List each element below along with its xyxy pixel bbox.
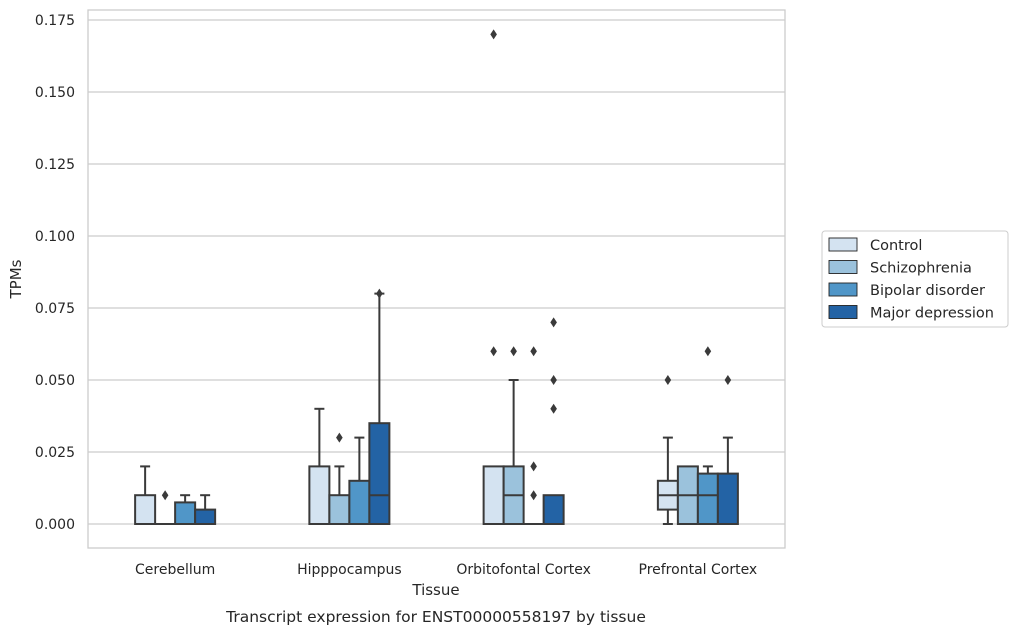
outlier-point (550, 403, 557, 414)
box-item (194, 494, 217, 526)
plot-frame (87, 9, 786, 549)
box-item (134, 465, 157, 526)
box-rect (368, 422, 391, 526)
box-rect (194, 508, 217, 526)
legend-label: Major depression (870, 306, 994, 322)
box-item (676, 465, 699, 525)
box-item (656, 375, 679, 525)
box-rect (308, 465, 331, 525)
x-axis-title: Tissue (411, 581, 459, 599)
box-group (656, 346, 739, 526)
box-item (368, 288, 391, 526)
x-tick-label: Hipppocampus (297, 562, 402, 578)
box-rect (696, 472, 719, 526)
box-group (134, 465, 217, 526)
box-rect (348, 479, 371, 525)
legend: Control Schizophrenia Bipolar disorder Majo… (821, 230, 1009, 328)
box-item (348, 436, 371, 525)
box-rect (328, 494, 351, 526)
box-rect (174, 501, 197, 525)
outlier-point (490, 346, 497, 357)
legend-item: Major depression (828, 305, 994, 322)
x-tick-label: Orbitofontal Cortex (456, 562, 591, 578)
box-group (482, 29, 565, 526)
outlier-point (530, 490, 537, 501)
x-tick-labels: Cerebellum Hipppocampus Orbitofontal Corte… (135, 562, 757, 578)
boxplot-groups (134, 29, 739, 526)
outlier-point (704, 346, 712, 357)
outlier-point (510, 346, 517, 357)
y-tick-label: 0.075 (35, 301, 75, 317)
outlier-point (336, 432, 343, 443)
legend-item: Control (828, 237, 922, 254)
legend-label: Schizophrenia (870, 261, 972, 277)
box-item (716, 375, 739, 526)
outlier-point (376, 288, 383, 299)
legend-swatch (828, 237, 858, 252)
box-rect (542, 494, 565, 526)
box-rect (482, 465, 505, 525)
y-tick-labels: 0.000 0.025 0.050 0.075 0.100 0.125 0.150 0.175 (35, 13, 75, 533)
y-tick-label: 0.025 (35, 445, 75, 461)
legend-swatch (828, 305, 858, 319)
chart-caption: Transcript expression for ENST0000055819… (225, 608, 646, 626)
box-item (482, 29, 505, 525)
outlier-point (530, 346, 537, 357)
y-axis-title: TPMs (7, 259, 25, 299)
x-tick-label: Prefrontal Cortex (639, 562, 758, 578)
outlier-point (724, 375, 732, 385)
legend-label: Bipolar disorder (870, 283, 985, 299)
legend-frame (821, 230, 1009, 328)
box-item (502, 346, 525, 525)
box-item (155, 490, 176, 525)
box-item (523, 346, 544, 525)
box-rect (716, 472, 739, 526)
outlier-point (550, 317, 557, 328)
outlier-point (490, 29, 497, 40)
legend-item: Schizophrenia (828, 260, 972, 277)
outlier-point (161, 490, 169, 501)
box-rect (134, 494, 157, 526)
legend-swatch (828, 282, 858, 297)
box-item (542, 317, 565, 526)
outlier-point (530, 461, 537, 472)
y-tick-label: 0.175 (35, 13, 75, 29)
y-tick-label: 0.000 (35, 517, 75, 533)
y-tick-label: 0.125 (35, 157, 75, 173)
box-group (308, 288, 391, 526)
y-tick-label: 0.100 (35, 229, 75, 245)
x-tick-label: Cerebellum (135, 562, 215, 578)
y-tick-label: 0.150 (35, 85, 75, 101)
legend-swatch (828, 260, 858, 274)
legend-item: Bipolar disorder (828, 282, 985, 299)
legend-label: Control (870, 238, 922, 254)
y-tick-label: 0.050 (35, 373, 75, 389)
outlier-point (664, 375, 672, 385)
outlier-point (550, 375, 557, 385)
